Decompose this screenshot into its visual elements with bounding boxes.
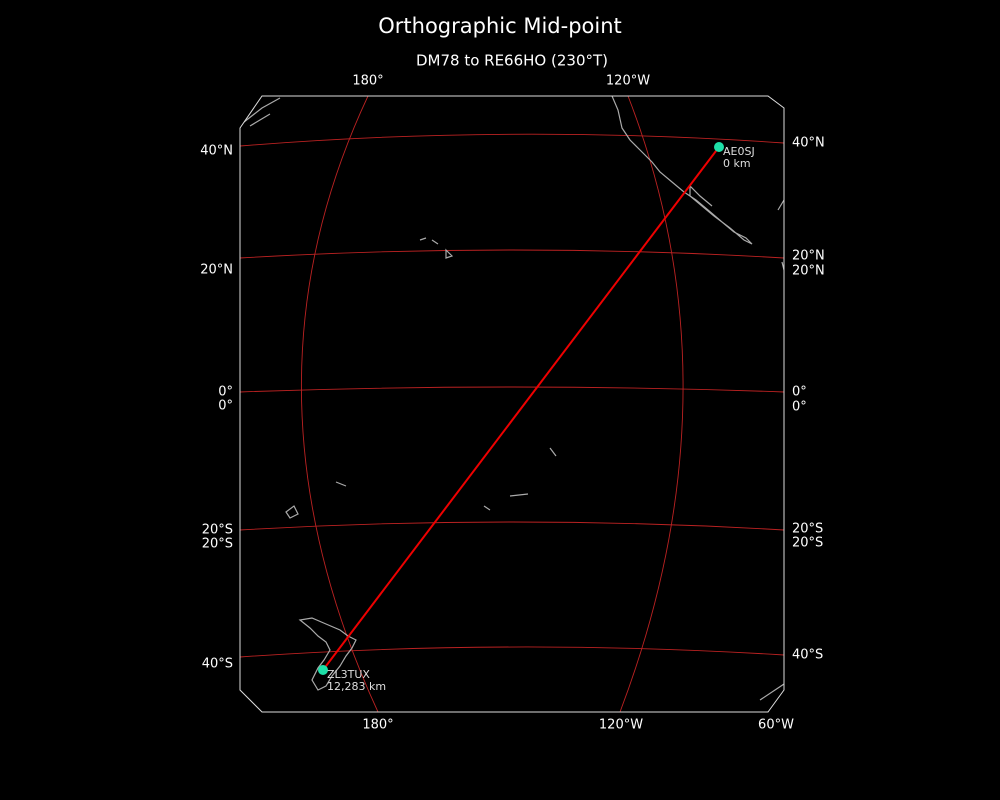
map-frame [239,95,785,713]
right-label: 0° [792,400,807,415]
map-area [240,96,784,712]
great-circle-path [322,146,720,671]
right-label: 20°N [792,249,825,264]
graticule [301,96,379,712]
graticule [240,133,784,147]
top-label: 120°W [606,74,650,89]
left-label: 20°N [200,263,233,278]
graticule [240,646,784,658]
left-label: 0° [218,385,233,400]
left-label: 20°S [202,523,233,538]
station-call: AE0SJ [723,145,755,158]
subtitle: DM78 to RE66HO (230°T) [416,52,608,70]
graticule [240,386,784,393]
bottom-label: 60°W [758,718,794,733]
coastline [298,617,357,691]
station-distance: 12,283 km [327,680,386,693]
left-label: 40°N [200,144,233,159]
right-label: 40°N [792,136,825,151]
station-distance: 0 km [723,157,751,170]
right-label: 40°S [792,648,823,663]
coastline [243,97,454,259]
coastline [611,96,753,245]
left-label: 20°S [202,537,233,552]
title: Orthographic Mid-point [378,14,622,38]
bottom-label: 120°W [599,718,643,733]
right-label: 20°S [792,522,823,537]
station-marker [318,665,328,675]
graticule [619,96,684,712]
right-label: 20°S [792,536,823,551]
right-label: 0° [792,385,807,400]
right-label: 20°N [792,264,825,279]
station-call: ZL3TUX [327,668,370,681]
left-label: 0° [218,399,233,414]
graticule [240,249,784,259]
coastline [285,447,784,712]
bottom-label: 180° [362,718,393,733]
top-label: 180° [352,74,383,89]
station-marker [714,142,724,152]
left-label: 40°S [202,657,233,672]
